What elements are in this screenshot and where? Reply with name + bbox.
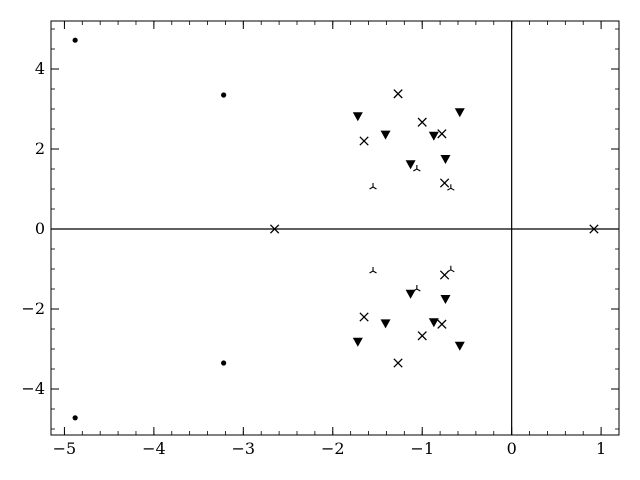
triangle-down-point	[440, 295, 451, 304]
x-tick-label: −3	[232, 439, 256, 458]
x-tick-label: −4	[142, 439, 166, 458]
x-marker-point	[417, 117, 427, 127]
tri-down-point	[413, 285, 421, 292]
tri-down-point	[447, 265, 455, 273]
triangle-down-point	[440, 155, 451, 164]
x-marker-point	[437, 319, 447, 329]
triangle-down-point	[352, 337, 363, 347]
x-marker-point	[359, 136, 369, 146]
tri-down-point	[369, 183, 377, 190]
x-marker-point	[269, 224, 280, 234]
triangle-down-point	[454, 341, 465, 351]
triangle-down-point	[428, 131, 439, 141]
triangle-down-point	[405, 160, 416, 170]
triangle-down-point	[454, 108, 465, 118]
x-marker-point	[439, 270, 450, 280]
y-tick-label: 4	[35, 59, 45, 78]
x-marker-point	[359, 312, 369, 322]
tick-labels: −5 −4 −3 −2 −1 0 1 −4 −2 0 2 4	[21, 59, 606, 458]
tri-down-point	[413, 165, 421, 172]
x-marker-point	[393, 89, 403, 99]
reference-lines	[51, 21, 619, 435]
triangle-down-point	[352, 112, 363, 122]
triangle-down-point	[428, 318, 439, 328]
x-marker-point	[439, 178, 450, 188]
x-marker-point	[417, 331, 427, 341]
x-marker-point	[393, 358, 403, 368]
dot-point	[72, 415, 78, 421]
x-tick-label: −5	[53, 439, 77, 458]
y-tick-label: 0	[35, 219, 45, 238]
y-tick-label: −2	[21, 299, 45, 318]
tri-down-point	[369, 267, 377, 274]
data-points	[72, 37, 599, 421]
axis-ticks	[51, 21, 620, 435]
y-tick-label: −4	[21, 379, 45, 398]
x-marker-point	[437, 129, 447, 139]
triangle-down-point	[380, 130, 391, 140]
dot-point	[72, 37, 78, 43]
tri-down-point	[447, 184, 455, 191]
x-tick-label: 0	[507, 439, 517, 458]
x-marker-point	[589, 224, 599, 234]
dot-point	[221, 92, 227, 98]
triangle-down-point	[405, 289, 416, 299]
x-tick-label: 1	[596, 439, 606, 458]
plot-background	[51, 21, 619, 435]
x-tick-label: −2	[321, 439, 345, 458]
dot-point	[221, 360, 227, 366]
triangle-down-point	[380, 319, 391, 329]
plot-frame	[50, 20, 620, 436]
y-tick-label: 2	[35, 139, 45, 158]
x-tick-label: −1	[410, 439, 434, 458]
